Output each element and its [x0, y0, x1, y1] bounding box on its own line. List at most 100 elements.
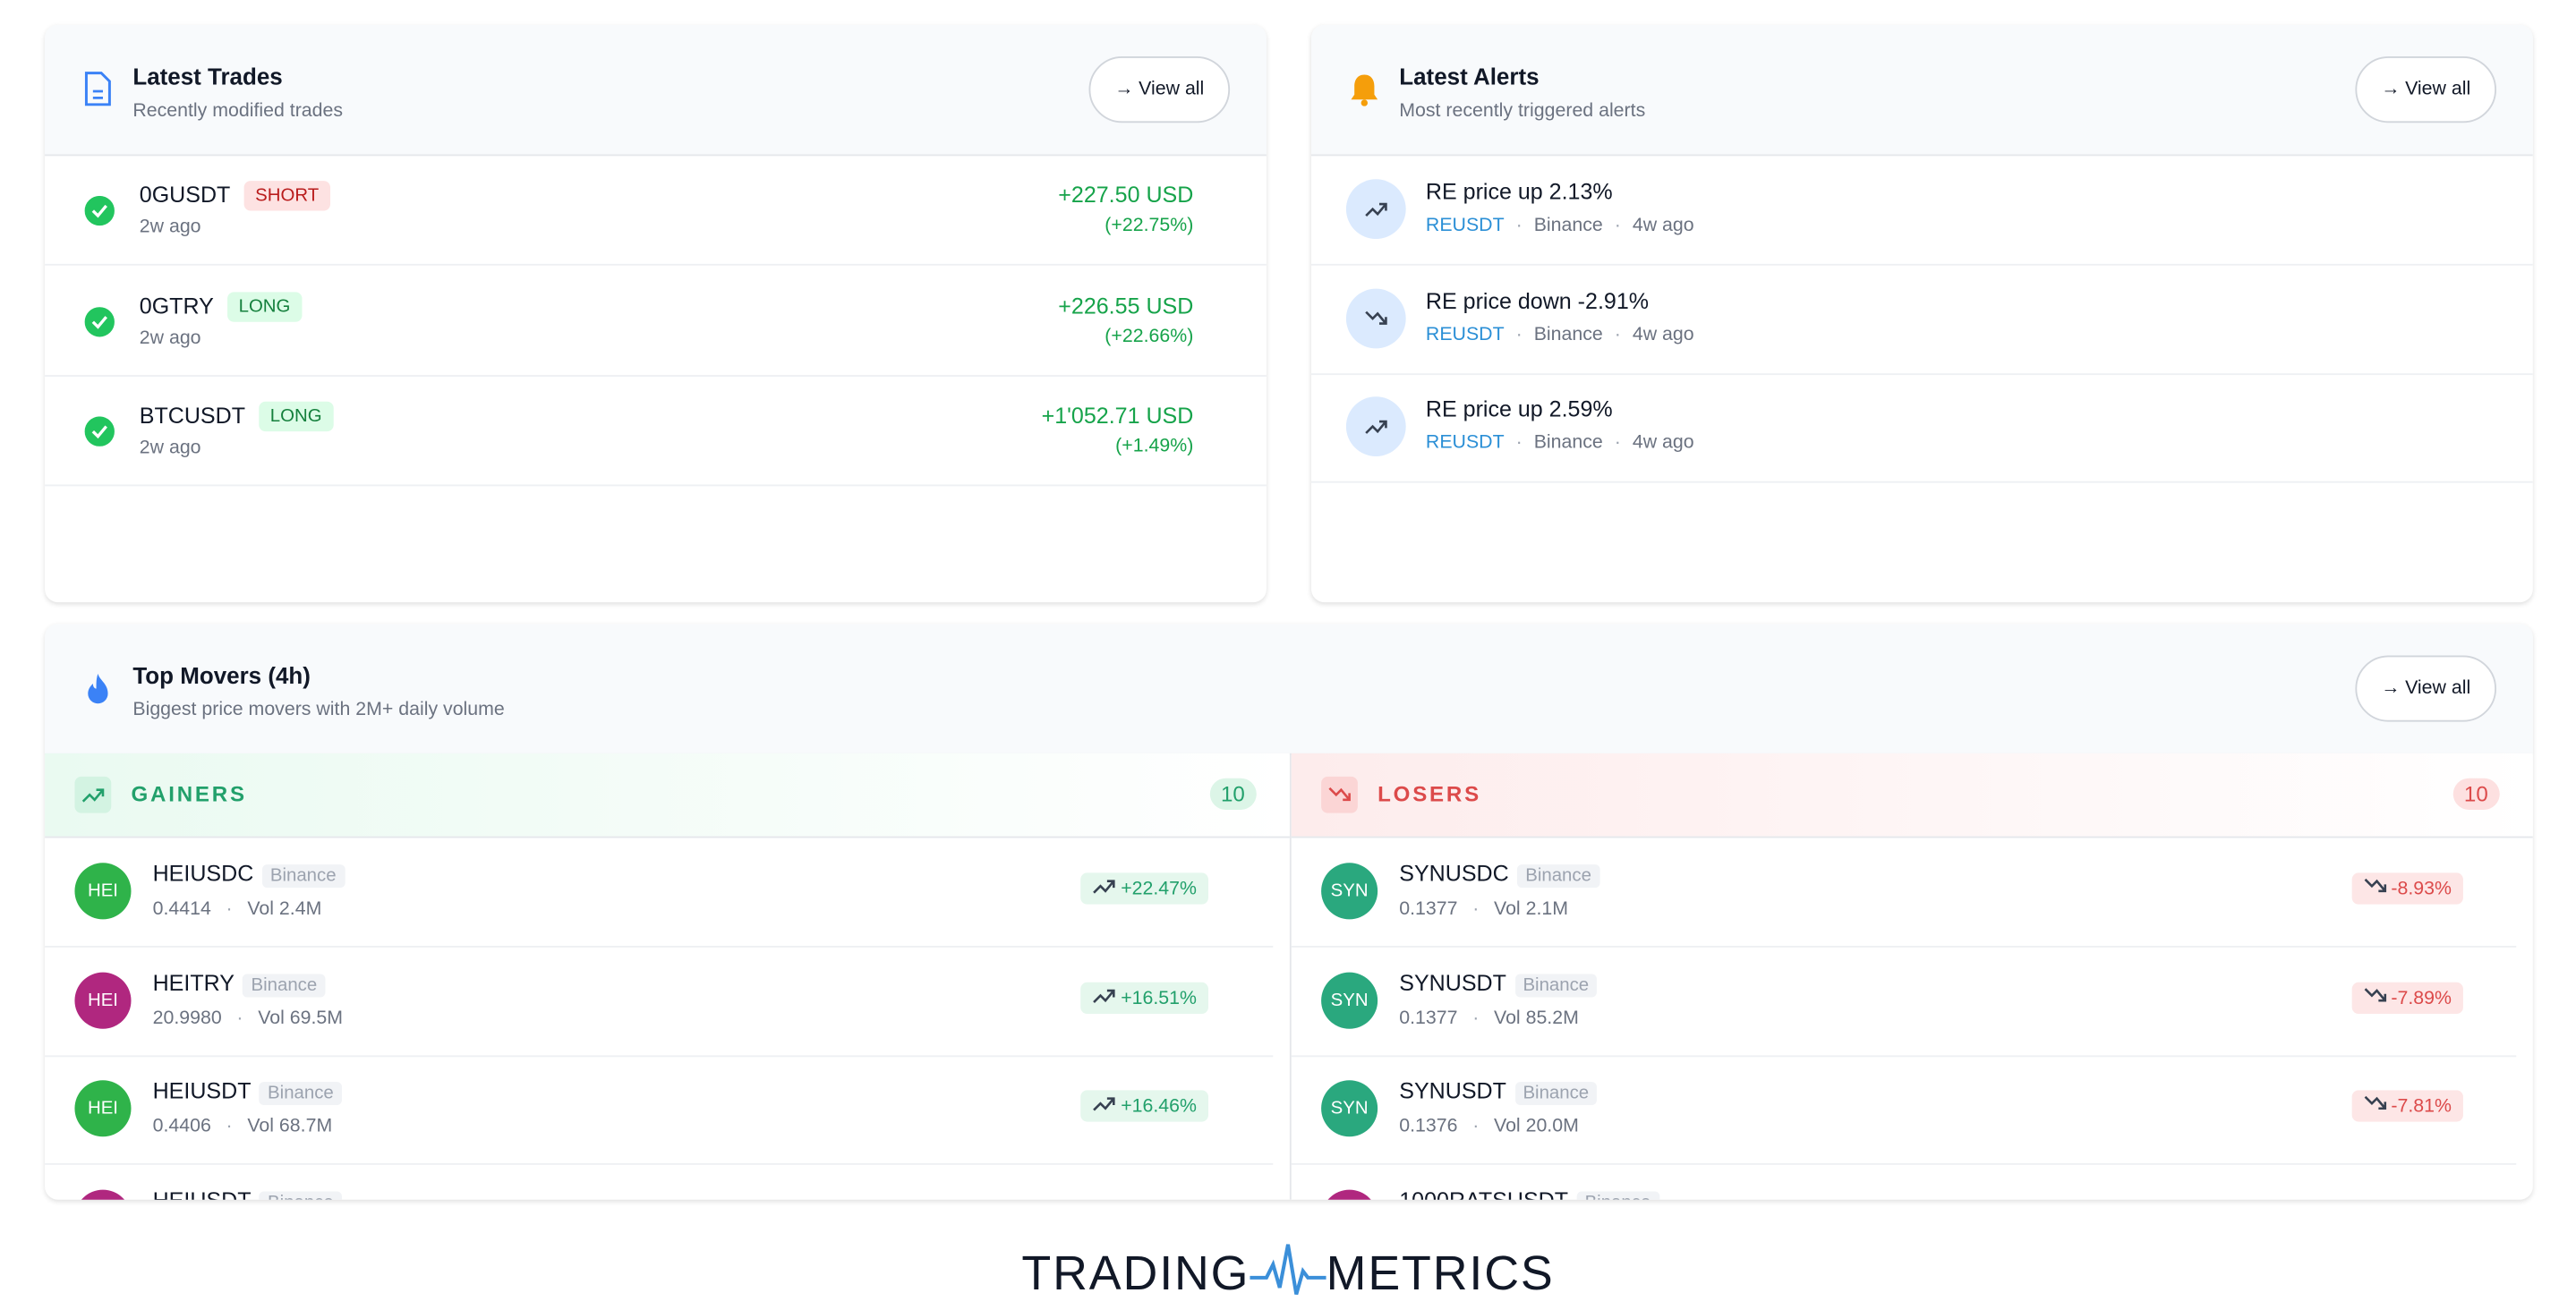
price: 0.1377 — [1399, 1008, 1458, 1028]
mover-meta: 0.4414 · Vol 2.4M — [153, 899, 322, 919]
volume: Vol 68.7M — [247, 1117, 333, 1137]
alert-title: RE price down -2.91% — [1425, 287, 1650, 313]
change-glyph — [1093, 880, 1116, 899]
section-count: 10 — [2452, 778, 2500, 810]
trade-symbol: 0GUSDT SHORT — [140, 181, 331, 211]
status-icon-part — [91, 204, 107, 218]
status-icon-part — [84, 416, 115, 447]
trend-icon — [1345, 287, 1406, 348]
mover-symbol: HEIUSDC Binance — [152, 861, 345, 889]
mover-row: HEI HEIUSDT Binance 0.4406 · Vol 68.7M +16.46% — [45, 1054, 1274, 1165]
change-glyph-part — [1093, 1097, 1116, 1111]
avatar — [1321, 1188, 1378, 1200]
section-icon — [1321, 776, 1358, 813]
alert-row: RE price up 2.13% REUSDT · Binance · 4w ago — [1310, 154, 2533, 266]
status-icon — [84, 416, 115, 455]
trade-symbol: 0GTRY LONG — [140, 291, 303, 321]
section-glyph-part — [81, 788, 105, 803]
symbol: HEIUSDC — [152, 861, 254, 887]
change-glyph-part — [2363, 987, 2386, 1001]
avatar: HEI — [74, 1080, 132, 1137]
logo: TRADING METRICS — [0, 1241, 2576, 1304]
exchange-badge: Binance — [261, 864, 345, 889]
trade-time: 2w ago — [139, 438, 201, 458]
status-icon — [84, 195, 115, 234]
change: +22.47% — [1121, 879, 1198, 900]
trend-glyph-part — [1365, 310, 1387, 324]
trade-row: 0GUSDT SHORT 2w ago +227.50 USD (+22.75%) — [45, 154, 1267, 266]
change-badge: +16.46% — [1080, 1090, 1209, 1122]
sep: · — [1614, 216, 1621, 236]
mover-meta: 20.9980 · Vol 69.5M — [153, 1008, 343, 1028]
volume: Vol 2.1M — [1494, 899, 1569, 920]
logo-left: TRADING — [1021, 1247, 1250, 1301]
alert-symbol: REUSDT — [1425, 216, 1505, 236]
mover-row: HEI HEITRY Binance 20.9980 · Vol 69.5M +16.51% — [45, 945, 1274, 1057]
change-glyph — [1093, 1097, 1116, 1117]
fire-icon — [88, 673, 108, 704]
bell-icon — [1351, 74, 1378, 106]
mover-row: SYN SYNUSDT Binance 0.1376 · Vol 20.0M -7.81% — [1291, 1054, 2517, 1165]
change: -7.89% — [2391, 988, 2452, 1008]
alert-exchange: Binance — [1533, 432, 1603, 454]
symbol: 1000RATSUSDT — [1399, 1187, 1568, 1200]
card-header: Latest Alerts Most recently triggered al… — [1310, 24, 2533, 157]
trade-symbol: BTCUSDT LONG — [139, 401, 334, 432]
status-icon-part — [91, 315, 107, 328]
card-subtitle: Most recently triggered alerts — [1399, 101, 1646, 122]
exchange-badge: Binance — [259, 1190, 343, 1200]
logo-right: METRICS — [1326, 1247, 1555, 1301]
section-glyph — [1328, 787, 1352, 804]
sep: · — [1614, 432, 1621, 454]
card-subtitle: Recently modified trades — [132, 101, 344, 122]
sep: · — [1515, 324, 1523, 345]
symbol: SYNUSDT — [1399, 969, 1506, 995]
change-glyph-part — [1093, 1097, 1116, 1111]
view-all-button[interactable]: → View all — [2355, 56, 2497, 123]
card-subtitle: Biggest price movers with 2M+ daily volu… — [132, 700, 505, 720]
avatar-text: SYN — [1330, 880, 1369, 901]
mover-row: 1000RATSUSDT Binance — [1292, 1162, 2517, 1200]
change: -7.81% — [2391, 1096, 2452, 1118]
view-all-button[interactable]: → View all — [1088, 56, 1231, 123]
exchange-badge: Binance — [1576, 1190, 1659, 1200]
doc-icon — [84, 72, 111, 106]
sep: · — [226, 899, 233, 920]
change-glyph-part — [2363, 1095, 2386, 1110]
side-badge: LONG — [226, 291, 303, 321]
trade-pct: (+1.49%) — [1115, 436, 1194, 456]
section-count: 10 — [1208, 778, 1257, 810]
change-glyph-part — [2363, 1095, 2386, 1110]
alert-exchange: Binance — [1533, 216, 1603, 236]
trend-glyph-part — [1365, 202, 1387, 217]
trade-row: BTCUSDT LONG 2w ago +1'052.71 USD (+1.49%) — [45, 375, 1267, 487]
sep: · — [1515, 432, 1523, 454]
alert-row: RE price down -2.91% REUSDT · Binance · 4w ag… — [1310, 263, 2533, 375]
alert-time: 4w ago — [1632, 324, 1694, 345]
change-glyph-part — [1093, 880, 1116, 894]
change-glyph-part — [1093, 988, 1116, 1003]
avatar-text: HEI — [87, 1098, 118, 1119]
mover-meta: 0.1376 · Vol 20.0M — [1399, 1117, 1579, 1136]
mover-symbol: HEIUSDT Binance — [153, 1187, 343, 1200]
trend-glyph — [1364, 200, 1387, 217]
symbol: BTCUSDT — [139, 403, 245, 429]
sep: · — [1472, 1117, 1480, 1137]
exchange-badge: Binance — [243, 973, 326, 997]
change-glyph — [2363, 1095, 2386, 1117]
symbol: HEITRY — [152, 969, 235, 995]
view-all-button[interactable]: → View all — [2355, 655, 2497, 722]
price: 0.4406 — [152, 1117, 211, 1137]
change-glyph-part — [1093, 880, 1116, 894]
section-glyph — [81, 787, 105, 804]
avatar-text: SYN — [1330, 990, 1369, 1010]
symbol: HEIUSDT — [152, 1078, 252, 1104]
status-icon-part — [84, 195, 115, 226]
card-title: Latest Trades — [132, 63, 283, 90]
movers-card: Top Movers (4h) Biggest price movers wit… — [45, 624, 2533, 1200]
exchange-badge: Binance — [1514, 1082, 1598, 1106]
alert-meta: REUSDT · Binance · 4w ago — [1426, 216, 1694, 235]
mover-symbol: HEITRY Binance — [152, 969, 326, 997]
change-glyph-part — [2363, 987, 2386, 1001]
button-label: View all — [2405, 80, 2471, 100]
